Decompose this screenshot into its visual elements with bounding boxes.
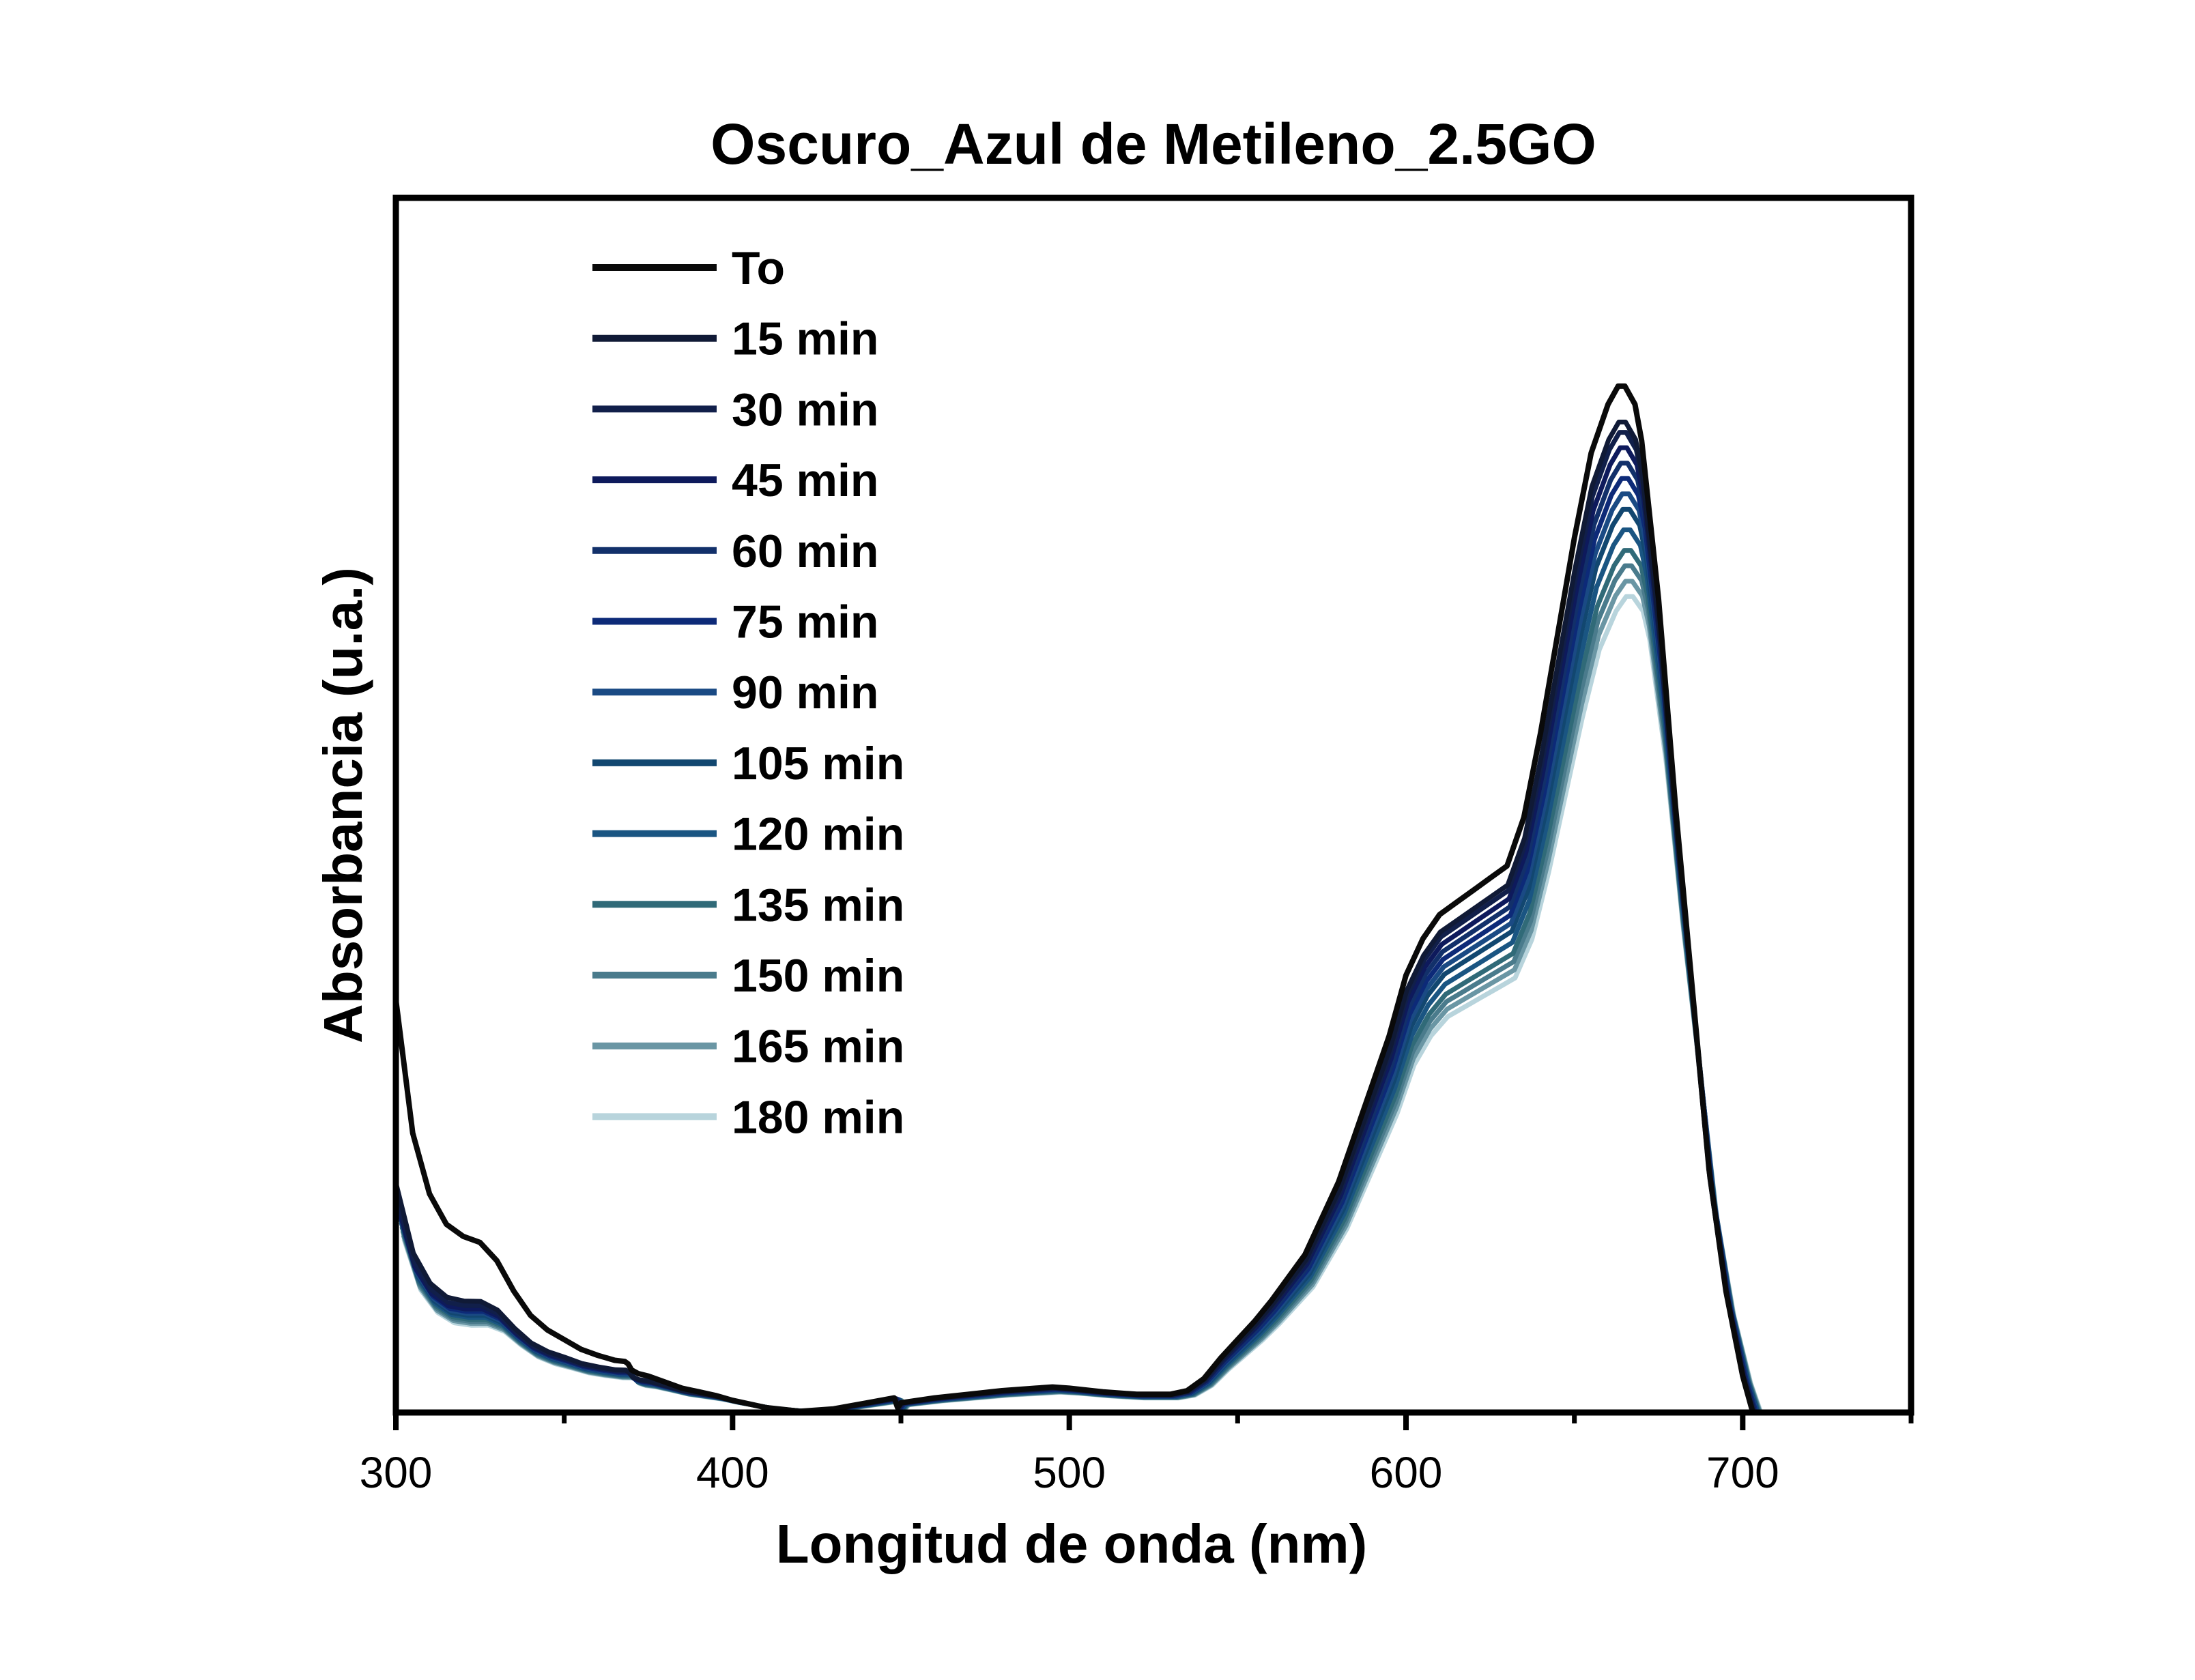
- series-line-45-min: [396, 445, 1758, 1413]
- series-line-60-min: [396, 461, 1758, 1413]
- legend-label: 135 min: [732, 879, 904, 931]
- legend-label: 180 min: [732, 1091, 904, 1143]
- y-axis-label: Absorbancia (u.a.): [313, 567, 373, 1043]
- legend-label: 105 min: [732, 738, 904, 790]
- x-axis-ticks: 300 400 500 600 700: [360, 1413, 1914, 1497]
- x-tick-label: 400: [696, 1448, 769, 1497]
- x-tick-label: 600: [1370, 1448, 1443, 1497]
- series-line-30-min: [396, 430, 1757, 1413]
- plot-frame: [392, 194, 1914, 1416]
- legend-label: 120 min: [732, 809, 904, 860]
- legend-label: 45 min: [732, 454, 878, 506]
- legend: To 15 min 30 min 45 min 60 min 75 min 90 min 10…: [592, 242, 904, 1143]
- legend-label: 15 min: [732, 313, 878, 365]
- series-line-90-min: [397, 491, 1760, 1413]
- legend-label: 75 min: [732, 596, 878, 648]
- series-line-15-min: [396, 420, 1756, 1413]
- x-tick-label: 300: [360, 1448, 433, 1497]
- legend-label: 165 min: [732, 1021, 904, 1073]
- series-lines: [396, 383, 1764, 1413]
- legend-label: 60 min: [732, 525, 878, 577]
- series-line-to: [396, 383, 1755, 1413]
- chart-title: Oscuro_Azul de Metileno_2.5GO: [711, 112, 1596, 176]
- x-tick-label: 500: [1033, 1448, 1106, 1497]
- x-tick-label: 700: [1706, 1448, 1779, 1497]
- legend-label: 90 min: [732, 667, 878, 719]
- legend-label: To: [732, 242, 785, 294]
- legend-label: 30 min: [732, 383, 878, 435]
- x-axis-label: Longitud de onda (nm): [776, 1514, 1367, 1574]
- legend-label: 150 min: [732, 950, 904, 1002]
